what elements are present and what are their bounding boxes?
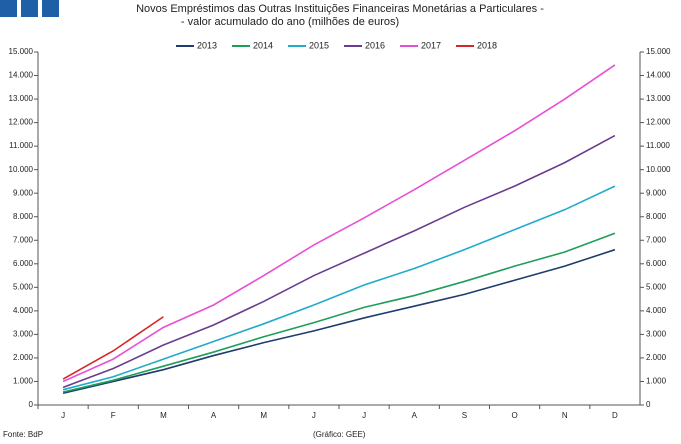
y2-tick-label: 7.000 [646,235,667,244]
source: Fonte: BdP [3,430,43,439]
line-series [62,134,616,389]
y-tick-label: 5.000 [13,282,34,291]
line-series [62,64,616,383]
x-tick-label: M [160,411,167,420]
y2-tick-label: 8.000 [646,212,667,221]
y-tick-label: 7.000 [13,235,34,244]
y-tick-label: 14.000 [9,71,34,80]
y2-tick-label: 11.000 [646,141,670,150]
y2-tick-label: 5.000 [646,282,667,291]
y2-tick-label: 3.000 [646,330,667,339]
x-tick-label: F [111,411,116,420]
chart-subtitle: - valor acumulado do ano (milhões de eur… [181,16,399,28]
x-tick-label: J [312,411,316,420]
y2-tick-label: 12.000 [646,118,671,127]
line-series [62,316,164,380]
x-tick-label: J [362,411,366,420]
y2-tick-label: 15.000 [646,47,671,56]
x-tick-label: J [61,411,65,420]
y2-tick-label: 13.000 [646,94,671,103]
y2-tick-label: 6.000 [646,259,667,268]
y-tick-label: 11.000 [9,141,33,150]
chart-title: Novos Empréstimos das Outras Instituiçõe… [136,3,544,15]
legend-label: 2015 [309,40,329,50]
logo-square [42,0,59,17]
y-tick-label: 15.000 [9,47,34,56]
legend-label: 2018 [477,40,497,50]
y2-tick-label: 1.000 [646,377,667,386]
x-tick-label: A [412,411,418,420]
x-tick-label: O [511,411,517,420]
legend-label: 2013 [197,40,217,50]
y-tick-label: 9.000 [13,188,34,197]
y-tick-label: 8.000 [13,212,34,221]
x-tick-label: N [562,411,568,420]
line-series [62,232,616,393]
y-tick-label: 4.000 [13,306,34,315]
y-tick-label: 13.000 [9,94,34,103]
y-tick-label: 3.000 [13,330,34,339]
x-tick-label: A [211,411,217,420]
y2-tick-label: 14.000 [646,71,671,80]
y2-tick-label: 4.000 [646,306,667,315]
x-tick-label: S [462,411,467,420]
y-tick-label: 1.000 [13,377,34,386]
y-tick-label: 2.000 [13,353,34,362]
y-tick-label: 10.000 [9,165,34,174]
line-series [62,248,616,395]
y-tick-label: 0 [29,400,34,409]
y2-tick-label: 2.000 [646,353,667,362]
credit: (Gráfico: GEE) [313,430,366,439]
logo-square [21,0,38,17]
line-series [62,185,616,391]
legend-label: 2014 [253,40,273,50]
y2-tick-label: 0 [646,400,651,409]
logo-square [0,0,17,17]
y2-tick-label: 9.000 [646,188,667,197]
x-tick-label: D [612,411,618,420]
legend-label: 2016 [365,40,385,50]
y-tick-label: 6.000 [13,259,34,268]
y-tick-label: 12.000 [9,118,34,127]
y2-tick-label: 10.000 [646,165,671,174]
legend-label: 2017 [421,40,441,50]
x-tick-label: M [260,411,267,420]
